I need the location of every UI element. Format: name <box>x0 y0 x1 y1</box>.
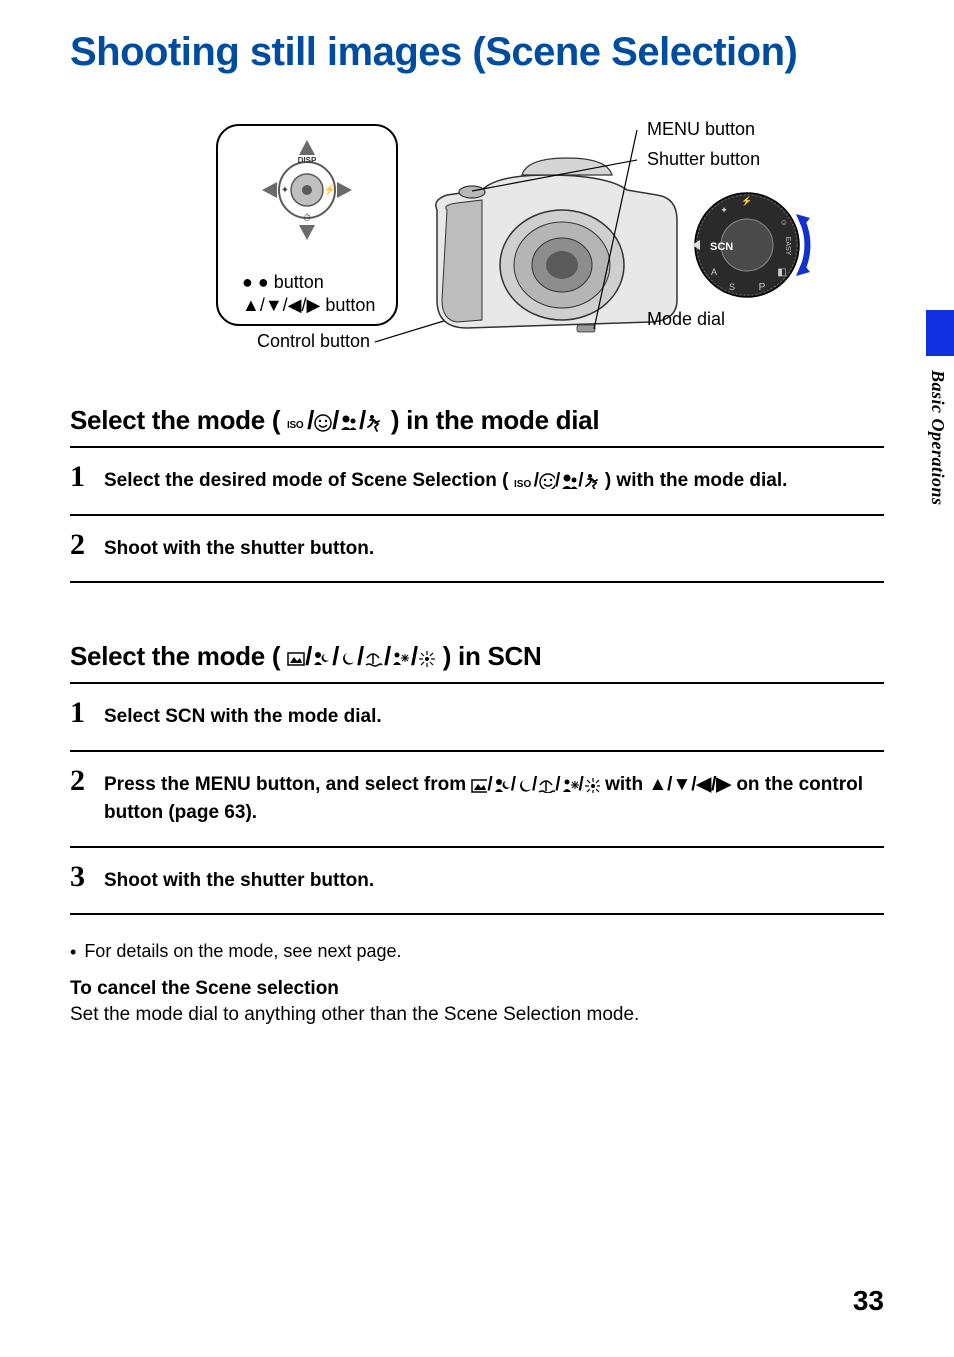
smile-icon <box>314 414 332 432</box>
camera-body-illustration <box>436 158 677 332</box>
snow-icon <box>391 650 411 668</box>
svg-text:✦: ✦ <box>720 205 728 215</box>
section2-steps: 1 Select SCN with the mode dial. 2 Press… <box>70 682 884 915</box>
center-button-label: ● ● button <box>242 272 324 292</box>
arrow-keys-text: ▲/▼/◀/▶ <box>648 774 731 795</box>
svg-text:S: S <box>729 282 735 292</box>
svg-text:⚡: ⚡ <box>741 195 752 207</box>
page-number: 33 <box>853 1285 884 1317</box>
step-number: 3 <box>70 862 94 892</box>
menu-button-label: MENU button <box>647 119 755 139</box>
cancel-body: Set the mode dial to anything other than… <box>70 1004 884 1026</box>
svg-text:P: P <box>759 282 766 293</box>
shutter-button-shape <box>459 186 485 198</box>
control-button-panel: DISP ✦ ⚡ ⏱ ● ● button ▲/▼/◀/▶ button <box>217 125 397 325</box>
mode-dial-illustration: SCN ⚡ ☺ EASY ◧ P S A ✦ <box>692 193 810 297</box>
step: 2 Press the MENU button, and select from… <box>70 750 884 846</box>
iso-icon <box>287 414 307 432</box>
sports-icon <box>584 473 600 489</box>
step-text: Press the MENU button, and select from /… <box>104 771 884 828</box>
portrait-icon <box>560 473 578 489</box>
step-text: Shoot with the shutter button. <box>104 867 884 896</box>
smile-icon <box>539 473 555 489</box>
sports-icon <box>366 414 384 432</box>
step-number: 1 <box>70 698 94 728</box>
snow-icon <box>561 777 579 793</box>
portrait-icon <box>339 414 359 432</box>
detail-note: • For details on the mode, see next page… <box>70 941 884 964</box>
step: 3 Shoot with the shutter button. <box>70 846 884 916</box>
step-text: Shoot with the shutter button. <box>104 535 884 564</box>
page-title: Shooting still images (Scene Selection) <box>70 30 884 75</box>
landscape-icon <box>287 650 305 668</box>
scn-label: SCN <box>710 241 733 253</box>
step-text: Select SCN with the mode dial. <box>104 703 884 732</box>
section1-steps: 1 Select the desired mode of Scene Selec… <box>70 446 884 583</box>
step: 1 Select SCN with the mode dial. <box>70 682 884 750</box>
fireworks-icon <box>418 650 436 668</box>
section-label: Basic Operations <box>927 370 948 506</box>
step-number: 2 <box>70 766 94 796</box>
svg-text:A: A <box>711 267 717 277</box>
svg-text:✦: ✦ <box>281 185 289 196</box>
detail-note-text: For details on the mode, see next page. <box>84 941 401 964</box>
camera-diagram: DISP ✦ ⚡ ⏱ ● ● button ▲/▼/◀/▶ button Con… <box>70 115 884 375</box>
step-text: Select the desired mode of Scene Selecti… <box>104 467 884 496</box>
section1-heading: Select the mode ( /// ) in the mode dial <box>70 405 884 436</box>
twilight-icon <box>339 650 357 668</box>
section2-heading: Select the mode ( ///// ) in SCN <box>70 641 884 672</box>
disp-label: DISP <box>298 156 317 165</box>
svg-text:☺: ☺ <box>780 218 788 227</box>
iso-icon <box>514 473 534 489</box>
beach-icon <box>364 650 384 668</box>
cancel-heading: To cancel the Scene selection <box>70 978 884 1000</box>
svg-text:⏱: ⏱ <box>303 213 311 224</box>
svg-text:◧: ◧ <box>777 267 786 278</box>
manual-page: Basic Operations Shooting still images (… <box>0 0 954 1357</box>
step-number: 2 <box>70 530 94 560</box>
notes-block: • For details on the mode, see next page… <box>70 941 884 1026</box>
beach-icon <box>537 777 555 793</box>
arrow-button-label: ▲/▼/◀/▶ button <box>242 295 375 315</box>
step-number: 1 <box>70 462 94 492</box>
menu-button-shape <box>577 325 595 332</box>
svg-text:EASY: EASY <box>784 237 791 256</box>
twilight-portrait-icon <box>312 650 332 668</box>
control-button-label: Control button <box>257 331 370 351</box>
mode-dial-label: Mode dial <box>647 309 725 329</box>
bullet-icon: • <box>70 941 76 964</box>
twilight-icon <box>516 777 532 793</box>
fireworks-icon <box>584 777 600 793</box>
svg-text:⚡: ⚡ <box>324 183 336 196</box>
landscape-icon <box>471 777 487 793</box>
step: 1 Select the desired mode of Scene Selec… <box>70 446 884 514</box>
section-tab <box>926 310 954 356</box>
twilight-portrait-icon <box>493 777 511 793</box>
shutter-button-label: Shutter button <box>647 149 760 169</box>
step: 2 Shoot with the shutter button. <box>70 514 884 584</box>
